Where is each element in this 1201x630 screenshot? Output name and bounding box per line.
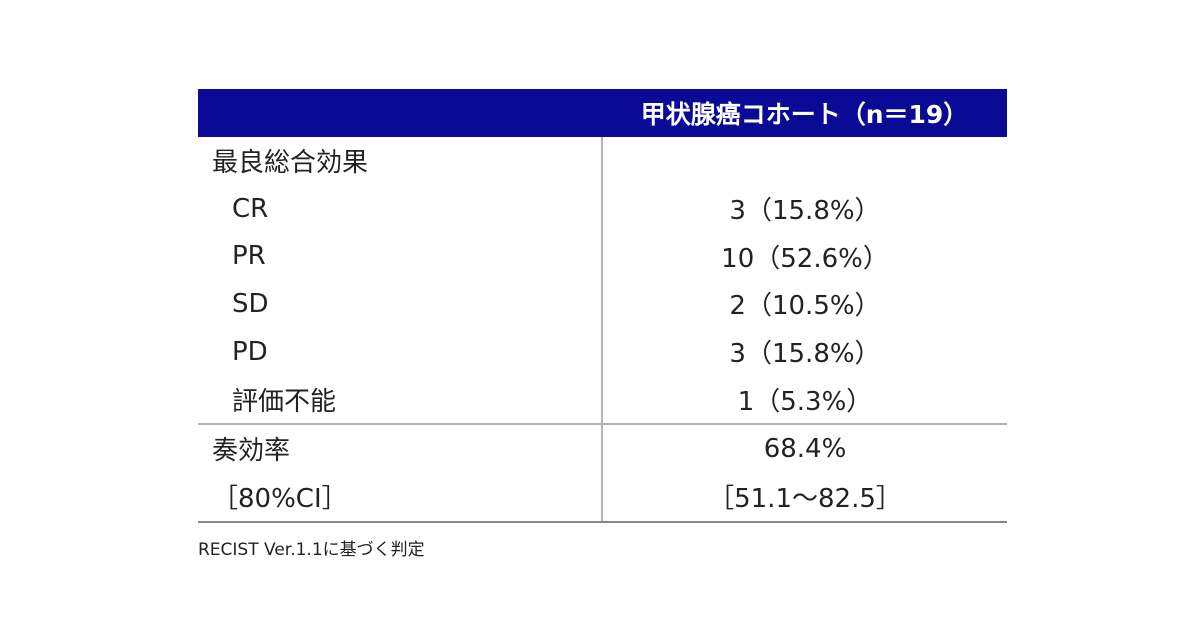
row-label: CR bbox=[232, 193, 269, 224]
table-row: 最良総合効果 bbox=[198, 137, 1007, 185]
table-row: 評価不能 1（5.3%） bbox=[198, 375, 1007, 425]
row-value: 3（15.8%） bbox=[601, 327, 1007, 376]
row-label: 奏効率 bbox=[198, 423, 602, 473]
row-value: 10（52.6%） bbox=[601, 232, 1007, 281]
response-table: 甲状腺癌コホート（n＝19） 最良総合効果 CR 3（15.8%） PR 10（… bbox=[198, 89, 1007, 523]
footnote: RECIST Ver.1.1に基づく判定 bbox=[198, 540, 425, 560]
table-row: PD 3（15.8%） bbox=[198, 327, 1007, 376]
response-table-grid: 甲状腺癌コホート（n＝19） 最良総合効果 CR 3（15.8%） PR 10（… bbox=[198, 89, 1007, 523]
table-row: 奏効率 68.4% bbox=[198, 423, 1007, 473]
header-cohort-cell: 甲状腺癌コホート（n＝19） bbox=[602, 89, 1007, 137]
row-label: 評価不能 bbox=[232, 386, 337, 417]
row-label: SD bbox=[232, 288, 269, 319]
row-value: ［51.1～82.5］ bbox=[601, 472, 1007, 523]
header-blank-cell bbox=[198, 89, 602, 137]
table-row: PR 10（52.6%） bbox=[198, 232, 1007, 281]
row-label: ［80%CI］ bbox=[198, 472, 602, 523]
row-value: 2（10.5%） bbox=[601, 280, 1007, 328]
row-value: 68.4% bbox=[601, 423, 1007, 473]
row-value: 3（15.8%） bbox=[601, 184, 1007, 233]
table-row: CR 3（15.8%） bbox=[198, 184, 1007, 233]
table-row: ［80%CI］ ［51.1～82.5］ bbox=[198, 472, 1007, 523]
row-label: 最良総合効果 bbox=[212, 148, 369, 179]
table-header-row: 甲状腺癌コホート（n＝19） bbox=[198, 89, 1007, 137]
row-label: PD bbox=[232, 336, 268, 367]
row-label: PR bbox=[232, 241, 266, 272]
row-value: 1（5.3%） bbox=[601, 375, 1007, 425]
row-value bbox=[601, 137, 1007, 185]
table-row: SD 2（10.5%） bbox=[198, 280, 1007, 328]
